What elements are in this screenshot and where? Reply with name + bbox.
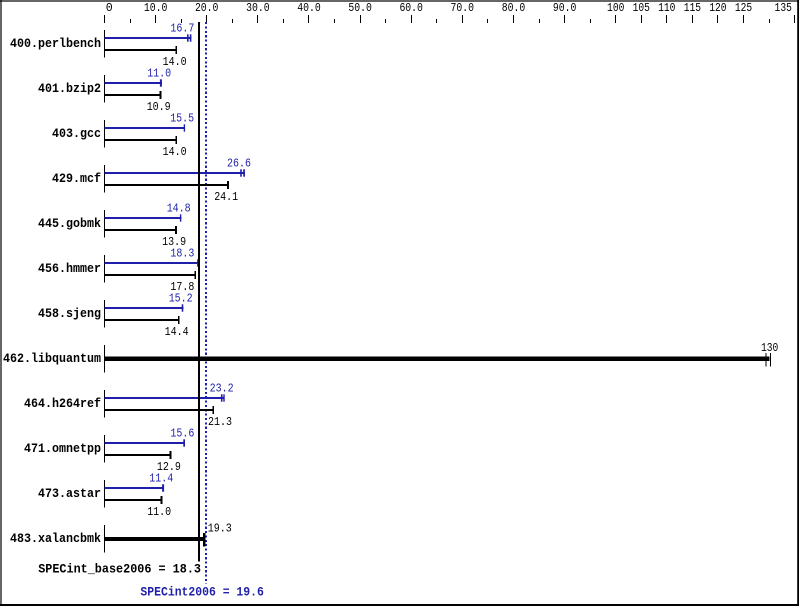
- svg-text:14.8: 14.8: [167, 203, 191, 216]
- svg-text:11.4: 11.4: [149, 473, 173, 486]
- svg-text:456.hmmer: 456.hmmer: [38, 261, 101, 276]
- svg-text:90.0: 90.0: [553, 2, 577, 15]
- svg-text:14.0: 14.0: [163, 146, 187, 159]
- svg-text:14.4: 14.4: [165, 326, 189, 339]
- svg-text:464.h264ref: 464.h264ref: [24, 396, 101, 411]
- svg-text:19.3: 19.3: [208, 522, 232, 535]
- svg-text:105: 105: [633, 2, 650, 15]
- svg-text:458.sjeng: 458.sjeng: [38, 306, 101, 321]
- svg-text:403.gcc: 403.gcc: [52, 126, 101, 141]
- svg-text:100: 100: [607, 2, 624, 15]
- svg-text:11.0: 11.0: [147, 506, 171, 519]
- svg-text:18.3: 18.3: [170, 248, 194, 261]
- svg-text:13.9: 13.9: [162, 236, 186, 249]
- svg-text:115: 115: [684, 2, 701, 15]
- svg-text:60.0: 60.0: [399, 2, 423, 15]
- svg-text:30.0: 30.0: [246, 2, 270, 15]
- svg-text:462.libquantum: 462.libquantum: [3, 351, 101, 366]
- svg-text:445.gobmk: 445.gobmk: [38, 216, 101, 231]
- svg-text:10.9: 10.9: [147, 101, 171, 114]
- svg-text:120: 120: [709, 2, 726, 15]
- svg-text:483.xalancbmk: 483.xalancbmk: [10, 531, 101, 546]
- svg-text:12.9: 12.9: [157, 461, 181, 474]
- svg-text:400.perlbench: 400.perlbench: [10, 36, 101, 51]
- svg-text:125: 125: [735, 2, 752, 15]
- svg-text:26.6: 26.6: [227, 158, 251, 171]
- svg-text:15.2: 15.2: [169, 293, 193, 306]
- svg-text:17.8: 17.8: [170, 281, 194, 294]
- svg-text:SPECint_base2006 = 18.3: SPECint_base2006 = 18.3: [38, 561, 201, 576]
- svg-text:50.0: 50.0: [348, 2, 372, 15]
- svg-text:135: 135: [775, 2, 792, 15]
- svg-text:21.3: 21.3: [208, 416, 232, 429]
- svg-text:15.6: 15.6: [170, 428, 194, 441]
- svg-text:401.bzip2: 401.bzip2: [38, 81, 101, 96]
- svg-text:80.0: 80.0: [502, 2, 526, 15]
- svg-text:20.0: 20.0: [195, 2, 219, 15]
- svg-text:24.1: 24.1: [214, 191, 238, 204]
- svg-text:110: 110: [658, 2, 675, 15]
- svg-text:14.0: 14.0: [163, 56, 187, 69]
- svg-text:70.0: 70.0: [451, 2, 475, 15]
- svg-text:15.5: 15.5: [170, 113, 194, 126]
- svg-text:0: 0: [106, 2, 113, 15]
- svg-text:471.omnetpp: 471.omnetpp: [24, 441, 101, 456]
- svg-text:429.mcf: 429.mcf: [52, 171, 101, 186]
- svg-text:11.0: 11.0: [147, 68, 171, 81]
- svg-text:16.7: 16.7: [170, 23, 194, 36]
- svg-text:10.0: 10.0: [144, 2, 168, 15]
- svg-text:130: 130: [761, 342, 778, 355]
- svg-text:SPECint2006 = 19.6: SPECint2006 = 19.6: [140, 584, 264, 599]
- svg-text:473.astar: 473.astar: [38, 486, 101, 501]
- svg-text:40.0: 40.0: [297, 2, 321, 15]
- svg-text:23.2: 23.2: [210, 383, 234, 396]
